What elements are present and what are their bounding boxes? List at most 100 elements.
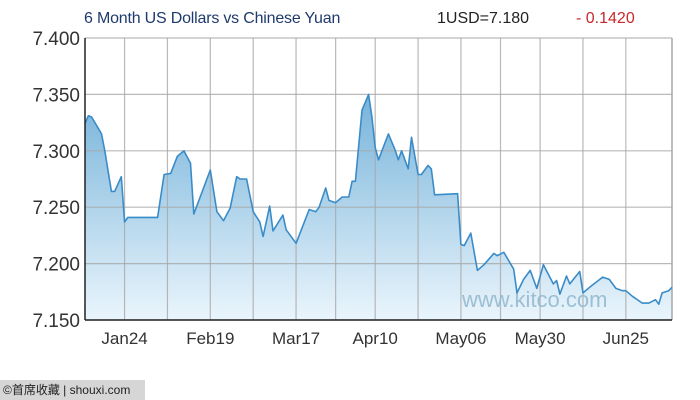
data-point xyxy=(588,286,590,288)
data-point xyxy=(661,292,663,294)
data-point xyxy=(463,244,465,246)
data-point xyxy=(615,287,617,289)
data-point xyxy=(503,251,505,253)
data-point xyxy=(407,168,409,170)
data-point xyxy=(308,208,310,210)
x-tick-label: May30 xyxy=(515,329,566,348)
data-point xyxy=(433,194,435,196)
data-point xyxy=(193,213,195,215)
y-tick-label: 7.400 xyxy=(32,29,80,50)
x-tick-label: May06 xyxy=(435,329,486,348)
data-point xyxy=(417,173,419,175)
y-tick-label: 7.200 xyxy=(32,255,80,276)
data-point xyxy=(113,190,115,192)
data-point xyxy=(430,168,432,170)
data-point xyxy=(420,173,422,175)
data-point xyxy=(400,150,402,152)
data-point xyxy=(183,150,185,152)
data-point xyxy=(522,278,524,280)
data-point xyxy=(668,289,670,291)
y-tick-label: 7.300 xyxy=(32,142,80,163)
data-point xyxy=(97,127,99,129)
data-point xyxy=(658,303,660,305)
data-point xyxy=(671,286,673,288)
data-point xyxy=(127,216,129,218)
data-point xyxy=(235,176,237,178)
data-point xyxy=(559,293,561,295)
x-tick-label: Feb19 xyxy=(186,329,234,348)
data-point xyxy=(602,276,604,278)
data-point xyxy=(582,292,584,294)
source-watermark: ©首席收藏 | shouxi.com xyxy=(0,380,145,400)
data-point xyxy=(529,269,531,271)
data-point xyxy=(641,302,643,304)
data-point xyxy=(245,178,247,180)
data-point xyxy=(371,116,373,118)
data-point xyxy=(282,214,284,216)
data-point xyxy=(460,243,462,245)
data-point xyxy=(295,242,297,244)
data-point xyxy=(427,164,429,166)
data-point xyxy=(552,283,554,285)
data-point xyxy=(252,211,254,213)
data-point xyxy=(625,289,627,291)
data-point xyxy=(351,180,353,182)
data-point xyxy=(542,264,544,266)
data-point xyxy=(285,229,287,231)
data-point xyxy=(315,211,317,213)
data-point xyxy=(578,270,580,272)
data-point xyxy=(470,232,472,234)
data-point xyxy=(397,159,399,161)
data-point xyxy=(110,190,112,192)
data-point xyxy=(120,176,122,178)
data-point xyxy=(367,93,369,95)
y-tick-label: 7.250 xyxy=(32,198,80,219)
data-point xyxy=(318,206,320,208)
data-point xyxy=(90,116,92,118)
data-point xyxy=(156,216,158,218)
data-point xyxy=(354,180,356,182)
current-rate: 1USD=7.180 xyxy=(437,10,530,27)
data-point xyxy=(410,136,412,138)
data-point xyxy=(374,146,376,148)
data-point xyxy=(272,230,274,232)
data-point xyxy=(394,148,396,150)
data-point xyxy=(325,187,327,189)
data-point xyxy=(513,268,515,270)
data-point xyxy=(229,207,231,209)
data-point xyxy=(268,205,270,207)
data-point xyxy=(387,133,389,135)
data-point xyxy=(377,159,379,161)
y-tick-label: 7.350 xyxy=(32,85,80,106)
data-point xyxy=(483,264,485,266)
data-point xyxy=(608,278,610,280)
data-point xyxy=(222,220,224,222)
data-point xyxy=(493,252,495,254)
rate-change: - 0.1420 xyxy=(576,10,635,27)
data-point xyxy=(334,201,336,203)
data-point xyxy=(239,178,241,180)
data-point xyxy=(476,269,478,271)
data-point xyxy=(100,133,102,135)
data-point xyxy=(565,275,567,277)
data-point xyxy=(189,162,191,164)
data-point xyxy=(631,295,633,297)
data-point xyxy=(170,172,172,174)
data-point xyxy=(361,109,363,111)
data-point xyxy=(87,115,89,117)
data-point xyxy=(536,287,538,289)
data-point xyxy=(516,292,518,294)
x-tick-label: Jan24 xyxy=(101,329,147,348)
data-point xyxy=(209,169,211,171)
data-point xyxy=(654,298,656,300)
data-point xyxy=(621,289,623,291)
data-point xyxy=(328,199,330,201)
x-tick-label: Jun25 xyxy=(603,329,649,348)
data-point xyxy=(341,196,343,198)
data-point xyxy=(348,196,350,198)
x-tick-label: Apr10 xyxy=(353,329,398,348)
chart-title: 6 Month US Dollars vs Chinese Yuan xyxy=(84,10,341,27)
data-point xyxy=(569,283,571,285)
data-point xyxy=(456,192,458,194)
